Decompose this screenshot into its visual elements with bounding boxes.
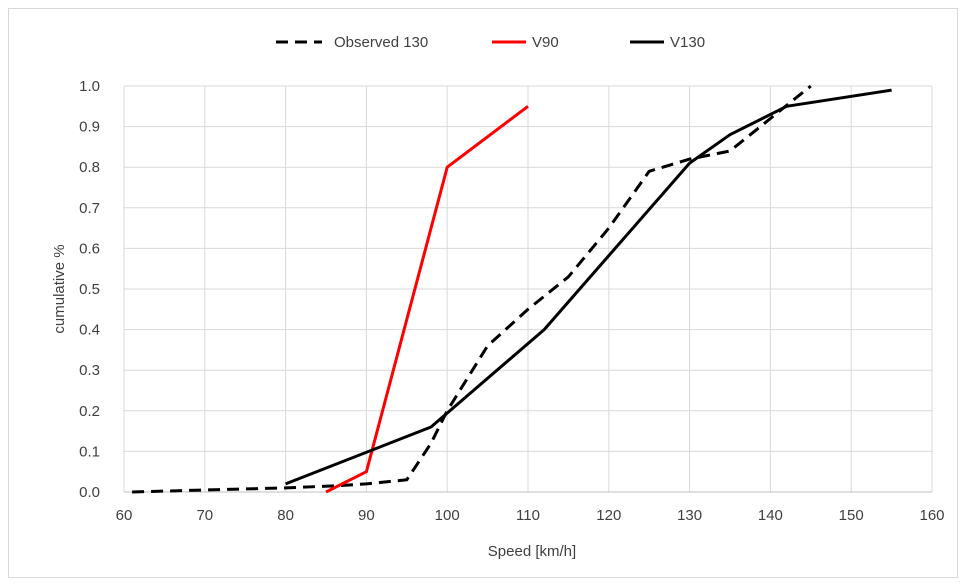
legend-label: V90 [532, 34, 559, 51]
legend-item-v130: V130 [630, 34, 705, 51]
x-tick-label: 160 [919, 507, 944, 524]
tick-labels: 60 70 80 90 100 110 120 130 140 150 160 0.0 0.1 0.2 0.… [79, 78, 944, 524]
legend-label: V130 [670, 34, 705, 51]
x-axis-title: Speed [km/h] [488, 543, 576, 560]
y-tick-label: 0.7 [79, 200, 100, 217]
x-tick-label: 110 [516, 507, 540, 524]
y-tick-label: 0.2 [79, 403, 100, 420]
legend-label: Observed 130 [334, 34, 428, 51]
series-line-v90 [325, 105, 529, 494]
x-tick-label: 100 [435, 507, 460, 524]
legend: Observed 130 V90 V130 [276, 34, 705, 51]
x-tick-label: 80 [277, 507, 294, 524]
legend-item-v90: V90 [492, 34, 559, 51]
x-tick-label: 90 [358, 507, 375, 524]
series-line-observed-130 [132, 84, 812, 494]
y-tick-label: 0.6 [79, 240, 100, 257]
x-tick-label: 120 [596, 507, 621, 524]
x-tick-label: 70 [196, 507, 213, 524]
gridlines [123, 85, 933, 493]
y-tick-label: 0.9 [79, 119, 100, 136]
x-tick-label: 140 [758, 507, 783, 524]
legend-item-observed-130: Observed 130 [276, 34, 428, 51]
x-tick-label: 130 [677, 507, 702, 524]
y-tick-label: 0.5 [79, 281, 100, 298]
y-tick-label: 0.0 [79, 484, 100, 501]
y-tick-label: 0.4 [79, 322, 100, 339]
y-tick-label: 0.1 [79, 443, 100, 460]
y-tick-label: 0.3 [79, 362, 100, 379]
y-tick-label: 1.0 [79, 78, 100, 95]
series-lines [132, 84, 892, 494]
y-axis-title: cumulative % [51, 244, 68, 333]
x-tick-label: 150 [839, 507, 864, 524]
series-line-v130 [285, 88, 892, 486]
y-tick-label: 0.8 [79, 159, 100, 176]
x-tick-label: 60 [116, 507, 133, 524]
